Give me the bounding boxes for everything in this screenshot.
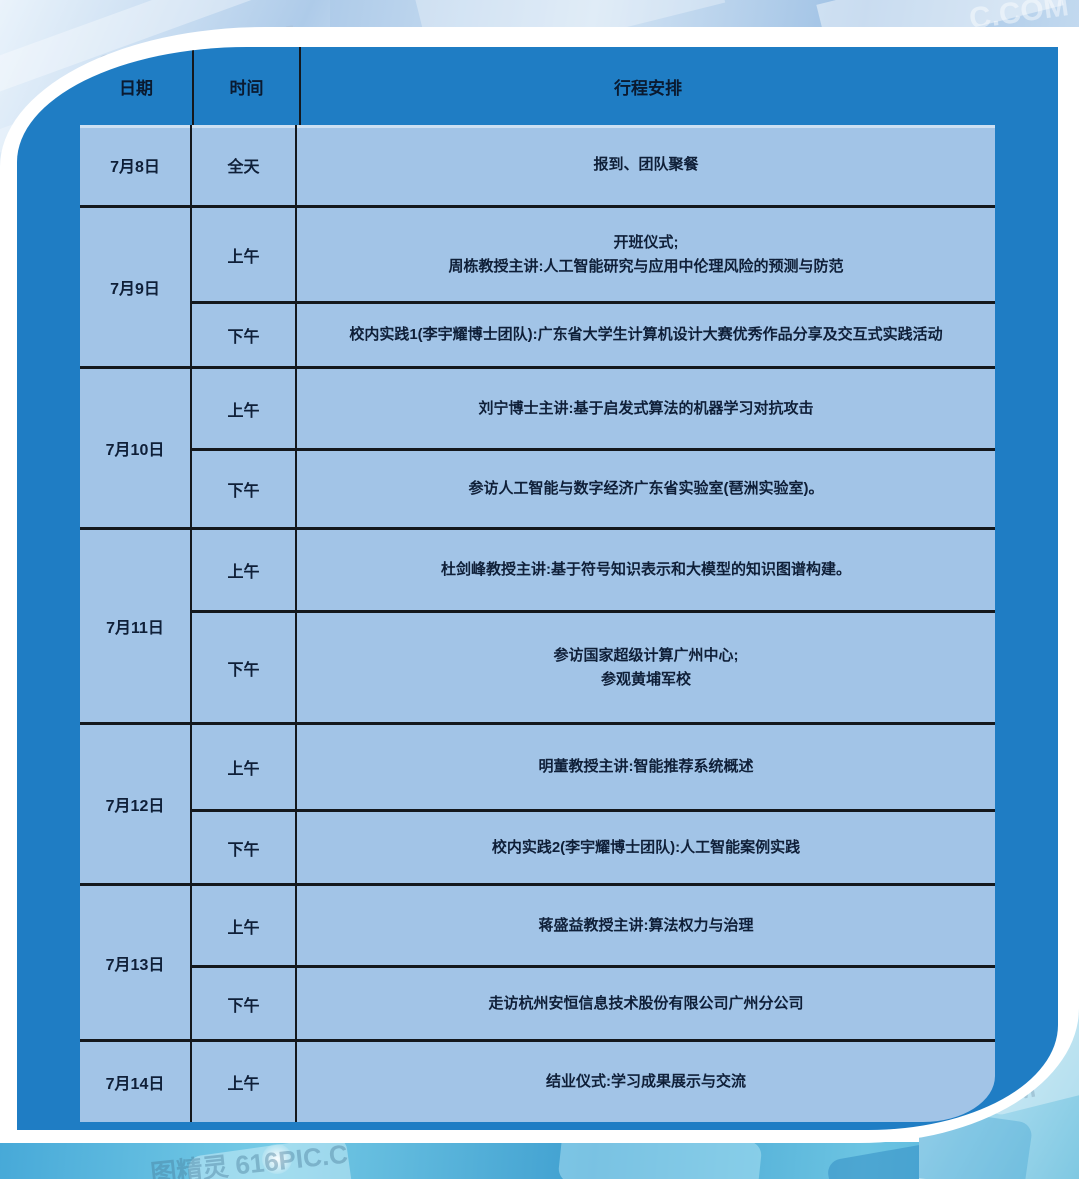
date-cell: 7月11日 (80, 530, 192, 722)
ribbon-shape (414, 0, 726, 30)
plan-cell: 刘宁博士主讲:基于启发式算法的机器学习对抗攻击 (478, 399, 814, 417)
plan-cell: 报到、团队聚餐 (593, 156, 699, 174)
time-cell: 全天 (192, 125, 297, 205)
plan-cell: 蒋盛益教授主讲:算法权力与治理 (538, 916, 754, 934)
day-group-jul8: 7月8日 全天 报到、团队聚餐 (80, 125, 995, 205)
header-date: 日期 (80, 47, 194, 125)
plan-cell: 明董教授主讲:智能推荐系统概述 (538, 758, 754, 776)
glow-dot (262, 1144, 292, 1174)
plan-cell: 走访杭州安恒信息技术股份有限公司广州分公司 (488, 994, 804, 1012)
time-cell: 上午 (192, 208, 297, 301)
time-cell: 下午 (192, 968, 297, 1039)
header-plan: 行程安排 (614, 78, 682, 98)
plan-cell: 校内实践1(李宇耀博士团队):广东省大学生计算机设计大赛优秀作品分享及交互式实践… (349, 326, 943, 344)
time-cell: 上午 (192, 369, 297, 448)
plan-cell: 结业仪式:学习成果展示与交流 (546, 1073, 746, 1091)
day-group-jul12: 7月12日 上午 明董教授主讲:智能推荐系统概述 下午 校内实践2(李宇耀博士团… (80, 722, 995, 883)
schedule-table: 日期 时间 行程安排 7月8日 全天 报到、团队聚餐 7月9日 (80, 47, 995, 1122)
header-time: 时间 (194, 47, 301, 125)
date-cell: 7月9日 (80, 208, 192, 366)
plan-cell: 开班仪式; 周栋教授主讲:人工智能研究与应用中伦理风险的预测与防范 (448, 234, 844, 275)
ribbon-shape (816, 0, 1064, 30)
day-group-jul13: 7月13日 上午 蒋盛益教授主讲:算法权力与治理 下午 走访杭州安恒信息技术股份… (80, 883, 995, 1039)
plan-cell: 校内实践2(李宇耀博士团队):人工智能案例实践 (491, 838, 801, 856)
time-cell: 下午 (192, 304, 297, 366)
date-cell: 7月8日 (80, 125, 192, 205)
day-group-jul14: 7月14日 上午 结业仪式:学习成果展示与交流 (80, 1039, 995, 1122)
date-cell: 7月14日 (80, 1042, 192, 1122)
plan-cell: 参访国家超级计算广州中心; 参观黄埔军校 (553, 647, 739, 688)
time-cell: 上午 (192, 1042, 297, 1122)
time-cell: 上午 (192, 530, 297, 610)
schedule-card: 日期 时间 行程安排 7月8日 全天 报到、团队聚餐 7月9日 (17, 47, 1058, 1130)
day-group-jul10: 7月10日 上午 刘宁博士主讲:基于启发式算法的机器学习对抗攻击 下午 参访人工… (80, 366, 995, 527)
day-group-jul9: 7月9日 上午 开班仪式; 周栋教授主讲:人工智能研究与应用中伦理风险的预测与防… (80, 205, 995, 366)
day-group-jul11: 7月11日 上午 杜剑峰教授主讲:基于符号知识表示和大模型的知识图谱构建。 下午… (80, 527, 995, 722)
plan-cell: 杜剑峰教授主讲:基于符号知识表示和大模型的知识图谱构建。 (441, 561, 851, 579)
time-cell: 下午 (192, 451, 297, 527)
date-cell: 7月13日 (80, 886, 192, 1039)
glass-tile (557, 1142, 763, 1179)
time-cell: 下午 (192, 812, 297, 883)
date-cell: 7月10日 (80, 369, 192, 527)
time-cell: 下午 (192, 613, 297, 722)
table-body: 7月8日 全天 报到、团队聚餐 7月9日 上午 开班仪式; 周栋教授主讲:人工智… (80, 125, 995, 1122)
plan-cell: 参访人工智能与数字经济广东省实验室(琶洲实验室)。 (468, 480, 824, 498)
date-cell: 7月12日 (80, 725, 192, 883)
time-cell: 上午 (192, 725, 297, 809)
table-header-row: 日期 时间 行程安排 (80, 47, 995, 125)
time-cell: 上午 (192, 886, 297, 965)
card-white-rim: 日期 时间 行程安排 7月8日 全天 报到、团队聚餐 7月9日 (0, 27, 1079, 1143)
bottom-texture-band: 图精灵 616PIC.C (0, 1142, 1079, 1179)
